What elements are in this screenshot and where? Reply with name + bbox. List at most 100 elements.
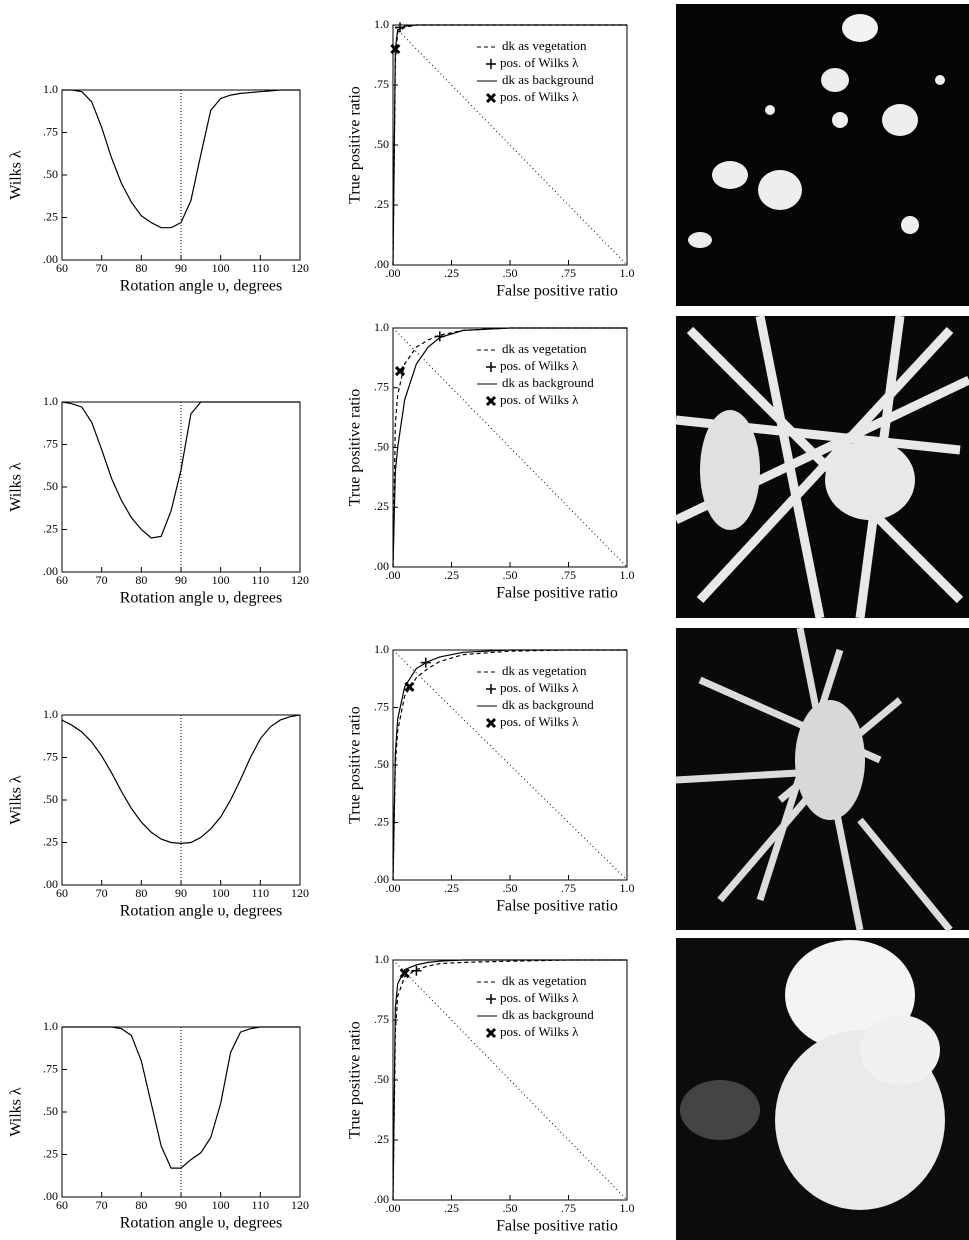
y-tick-label: 1.0 [374,642,389,656]
y-tick-label: .00 [43,564,58,578]
wilks-marker [420,657,431,668]
x-tick-label: .75 [561,881,576,895]
photos [674,4,969,1240]
y-axis-label: Wilks λ [8,150,25,200]
legend-symbol [485,395,497,407]
legend-symbol [486,994,496,1004]
roc-curve [392,649,627,881]
roc-curve [392,649,627,881]
x-tick-label: 60 [56,261,68,275]
y-tick-label: .00 [374,1192,389,1206]
legend-label: pos. of Wilks λ [500,1024,579,1039]
roc-curve [392,327,627,568]
legend-label: pos. of Wilks λ [500,990,579,1005]
y-tick-label: .25 [43,521,58,535]
x-tick-label: .50 [503,881,518,895]
y-tick-label: .00 [374,559,389,573]
wilks-marker [434,331,445,342]
x-tick-label: 110 [252,886,270,900]
x-axis-label: False positive ratio [496,898,618,915]
x-tick-label: .25 [444,881,459,895]
y-tick-label: .50 [374,757,389,771]
y-tick-label: .50 [43,479,58,493]
y-tick-label: .00 [43,1189,58,1203]
y-axis-label: True positive ratio [347,1021,364,1139]
x-tick-label: .75 [561,1201,576,1215]
y-tick-label: 1.0 [374,952,389,966]
roc-curve [392,959,627,1201]
x-tick-label: 70 [96,261,108,275]
photo [675,627,969,933]
x-tick-label: 70 [96,1198,108,1212]
y-axis-label: Wilks λ [8,462,25,512]
roc-curve [392,327,627,568]
legend-label: dk as vegetation [502,973,587,988]
curve [61,714,301,844]
legend-label: dk as vegetation [502,38,587,53]
x-axis-label: False positive ratio [496,585,618,602]
photo [676,938,969,1240]
y-tick-label: .25 [43,209,58,223]
legend-label: pos. of Wilks λ [500,680,579,695]
x-tick-label: .25 [444,1201,459,1215]
x-tick-label: 80 [135,886,147,900]
y-tick-label: .75 [43,749,58,763]
y-tick-label: .75 [43,436,58,450]
x-axis-label: Rotation angle υ, degrees [120,903,283,920]
y-axis-label: True positive ratio [347,389,364,507]
x-tick-label: 80 [135,573,147,587]
x-tick-label: 100 [212,886,230,900]
x-tick-label: 1.0 [620,568,635,582]
legend-label: pos. of Wilks λ [500,89,579,104]
y-tick-label: .50 [43,167,58,181]
legend-label: pos. of Wilks λ [500,392,579,407]
x-tick-label: 100 [212,573,230,587]
y-tick-label: .75 [374,77,389,91]
legend-symbol [486,684,496,694]
x-tick-label: .00 [386,568,401,582]
wilks-marker [411,965,422,976]
y-tick-label: .75 [43,124,58,138]
legend-label: dk as vegetation [502,663,587,678]
x-tick-label: .25 [444,568,459,582]
y-tick-label: 1.0 [43,707,58,721]
photo [676,4,969,306]
x-tick-label: .00 [386,266,401,280]
x-tick-label: 120 [291,261,309,275]
wilks-marker [404,681,415,692]
legend-label: dk as vegetation [502,341,587,356]
legend-symbol [485,1027,497,1039]
y-tick-label: .25 [374,814,389,828]
x-tick-label: 90 [175,573,187,587]
x-axis-label: Rotation angle υ, degrees [120,1215,283,1232]
y-tick-label: .50 [43,792,58,806]
x-tick-label: 1.0 [620,1201,635,1215]
y-tick-label: .25 [43,1146,58,1160]
x-tick-label: .75 [561,266,576,280]
x-tick-label: 110 [252,1198,270,1212]
x-tick-label: 120 [291,573,309,587]
x-axis-label: Rotation angle υ, degrees [120,278,283,295]
y-tick-label: .25 [374,197,389,211]
x-tick-label: .50 [503,266,518,280]
y-tick-label: .00 [374,257,389,271]
legend-label: dk as background [502,72,594,87]
y-tick-label: .50 [374,439,389,453]
y-tick-label: .50 [374,137,389,151]
y-tick-label: .50 [43,1104,58,1118]
y-tick-label: .25 [374,499,389,513]
x-tick-label: 70 [96,573,108,587]
legend-label: pos. of Wilks λ [500,714,579,729]
y-tick-label: .00 [374,872,389,886]
x-tick-label: 110 [252,573,270,587]
y-tick-label: .75 [43,1061,58,1075]
legend-label: dk as background [502,1007,594,1022]
y-tick-label: 1.0 [374,320,389,334]
roc-curve [392,24,627,266]
chance-diagonal [392,649,628,881]
legend-label: pos. of Wilks λ [500,358,579,373]
photo [674,315,969,619]
y-tick-label: .00 [43,877,58,891]
y-tick-label: .75 [374,699,389,713]
curve [62,1026,300,1169]
